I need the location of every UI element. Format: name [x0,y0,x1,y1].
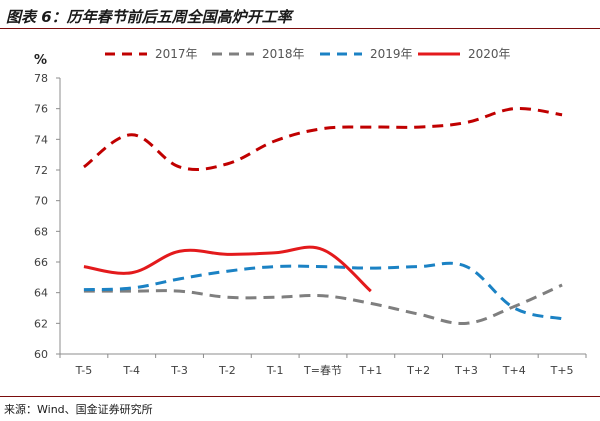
x-tick-label: T-2 [218,364,236,377]
figure-header: 图表 6：历年春节前后五周全国高炉开工率 [0,0,600,30]
y-tick-label: 66 [34,256,48,269]
series-line-0 [83,106,563,172]
y-tick-label: 70 [34,195,48,208]
y-tick-label: 76 [34,103,48,116]
y-tick-label: 62 [34,317,48,330]
legend-label-1: 2018年 [262,47,305,61]
y-tick-label: 68 [34,225,48,238]
title-divider [0,28,600,29]
series-line-3 [83,245,372,293]
y-axis-unit-label: % [34,53,47,68]
y-tick-label: 60 [34,348,48,361]
line-chart: 2017年 2018年 2019年 2020年 % 60 62 64 66 68 70 72 74 7… [34,47,587,377]
x-tick-label: T+3 [454,364,478,377]
chart-series [83,106,563,325]
figure-title: 图表 6：历年春节前后五周全国高炉开工率 [6,8,292,26]
x-tick-label: T-3 [170,364,188,377]
y-tick-label: 72 [34,164,48,177]
series-line-1 [83,283,563,325]
footer-divider [0,396,600,397]
chart-axes: 60 62 64 66 68 70 72 74 76 78 T-5 T-4 T-3 T-2 T-1 T=春节 T… [34,72,587,377]
y-tick-label: 78 [34,72,48,85]
legend-label-3: 2020年 [468,47,511,61]
legend-label-0: 2017年 [155,47,198,61]
x-tick-label: T+2 [406,364,430,377]
chart-legend: 2017年 2018年 2019年 2020年 [105,47,511,61]
x-tick-label: T-5 [75,364,93,377]
x-tick-label: T+4 [502,364,526,377]
x-tick-label: T+1 [358,364,382,377]
x-tick-label: T-4 [122,364,140,377]
x-tick-label: T=春节 [303,364,342,377]
x-tick-label: T+5 [550,364,574,377]
x-tick-label: T-1 [266,364,284,377]
y-tick-label: 64 [34,287,48,300]
y-tick-label: 74 [34,133,48,146]
series-line-2 [83,261,563,321]
source-note: 来源：Wind、国金证券研究所 [4,403,153,416]
legend-label-2: 2019年 [370,47,413,61]
